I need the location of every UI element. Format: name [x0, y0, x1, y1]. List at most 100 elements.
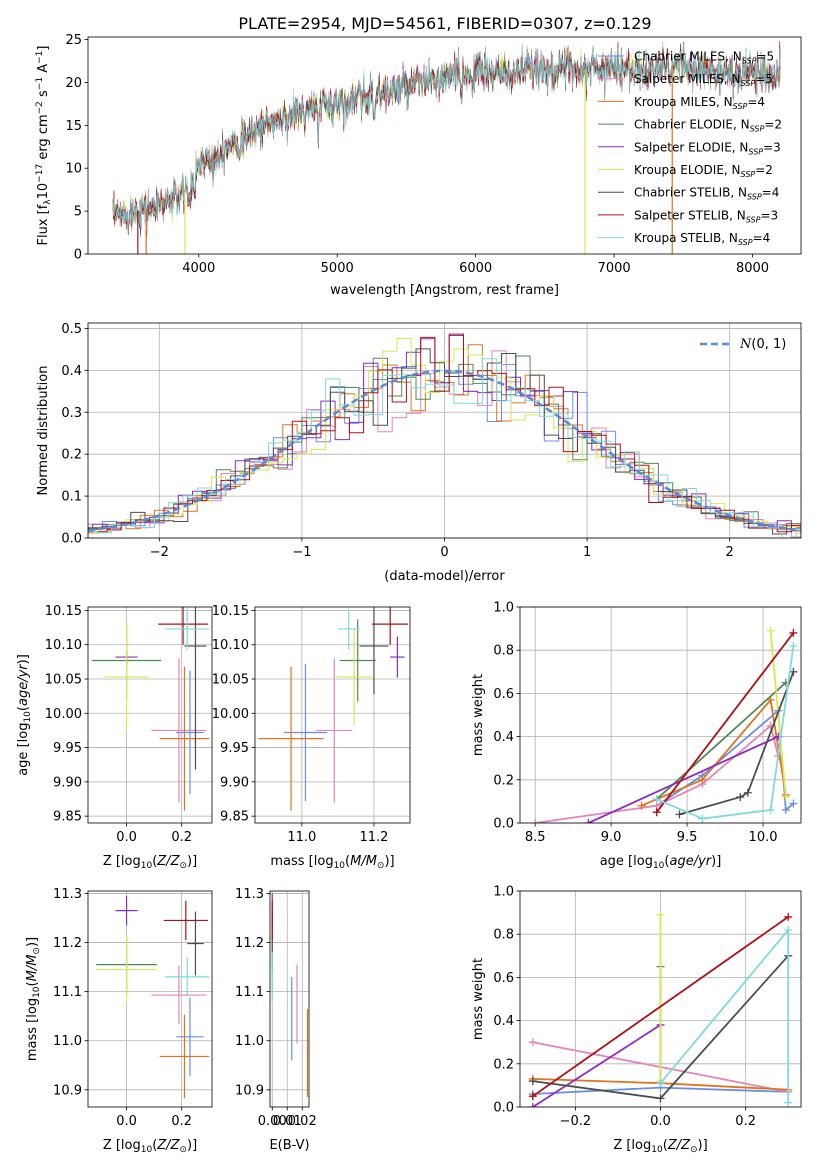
panel-age_vs_mass: 11.0 11.2 9.85 9.90 9.95 10.00 10.05 10.10 10.15… [212, 604, 411, 871]
legend-entry: Kroupa STELIB, NSSP=4 [634, 231, 770, 247]
tick-label-y: 0.0 [493, 817, 514, 832]
tick-label-y: 0.6 [493, 687, 514, 702]
legend-text: Chabrier STELIB, N [634, 186, 747, 200]
legend-symbol: N [739, 337, 752, 352]
legend-tail: =4 [753, 231, 771, 245]
label-part: Z/Z [156, 1138, 180, 1153]
tick-label-y: 10.15 [45, 604, 82, 619]
legend-sub: SSP [750, 125, 765, 134]
histogram-kroupa-stelib [88, 358, 801, 538]
axes-frame [87, 36, 802, 255]
weight-line [679, 671, 795, 816]
label-part: )] [16, 654, 31, 664]
y-axis-label: mass weight [471, 958, 486, 1040]
tick-label-y: 10 [65, 162, 82, 177]
plot-area [92, 607, 210, 811]
tick-label-y: 0.2 [493, 773, 514, 788]
tick-label-y: 0.6 [493, 971, 514, 986]
x-axis-label: Z [log10(Z/Z⊙)] [103, 1138, 197, 1155]
weight-marker [698, 814, 707, 823]
weight-marker [528, 1038, 537, 1047]
plot-area [112, 40, 781, 254]
plot-area [258, 607, 409, 811]
tick-label-y: 0 [74, 248, 82, 263]
tick-label-x: 0.0 [650, 1114, 671, 1129]
label-part: )] [187, 854, 197, 869]
label-part: ( [664, 854, 669, 869]
weight-marker [736, 793, 745, 802]
tick-label-y: 0.3 [61, 406, 82, 421]
legend-tail: =4 [762, 186, 780, 200]
legend-tail: =3 [760, 208, 778, 222]
x-axis-label: wavelength [Angstrom, rest frame] [330, 283, 559, 298]
legend-text: Salpeter STELIB, N [634, 208, 746, 222]
label-part: age [log [600, 854, 653, 869]
legend-text: Kroupa MILES, N [634, 95, 733, 109]
errorbar-chabrier-miles [283, 663, 328, 802]
x-axis-label: E(B-V) [269, 1138, 309, 1153]
panel-age_vs_Z: 0.0 0.2 9.85 9.90 9.95 10.00 10.05 10.10 10.15 Z … [16, 604, 213, 871]
label-part: 10 [23, 711, 33, 723]
tick-label-x: 6000 [459, 261, 492, 276]
panel-mass_vs_Z: 0.0 0.210.911.011.111.211.3Z [log10(Z/Z⊙)… [25, 887, 213, 1155]
label-part: −2 [35, 101, 45, 114]
errorbar-salpeter-stelib [163, 900, 208, 941]
legend-entry: Salpeter MILES, NSSP=5 [634, 72, 773, 88]
weight-marker [789, 641, 798, 650]
errorbar-kroupa-stelib [165, 957, 210, 997]
weight-series-salpeter-stelib [652, 628, 798, 817]
panel-mass_vs_ebv: 0.000.010.02 10.9 11.0 11.1 11.2 11.3 E(B-V) [235, 887, 317, 1153]
tick-label-x: 0.02 [288, 1114, 317, 1129]
weight-series-salpeter-stelib [528, 912, 793, 1101]
label-part: ] [36, 46, 51, 51]
weight-marker [781, 793, 790, 802]
tick-label-y: 10.10 [212, 638, 249, 653]
weight-marker [652, 808, 661, 817]
legend-entry: Chabrier STELIB, NSSP=4 [634, 186, 779, 202]
legend-entry: N(0, 1) [739, 337, 786, 352]
y-axis-label: mass weight [471, 674, 486, 756]
label-part: ( [16, 706, 31, 711]
errorbar-salpeter-miles [151, 965, 207, 1025]
label-part: 10 [36, 183, 51, 200]
weight-marker [743, 788, 752, 797]
label-part: −17 [35, 164, 45, 183]
grid [255, 607, 410, 823]
tick-label-y: 0.4 [493, 1014, 514, 1029]
tick-label-y: 11.0 [53, 1034, 82, 1049]
weight-marker [784, 912, 793, 921]
tick-label-y: 9.90 [220, 775, 249, 790]
label-part: −1 [35, 51, 45, 64]
tick-label-y: 10.9 [53, 1083, 82, 1098]
tick-label-y: 10.00 [45, 707, 82, 722]
tick-label-y: 9.85 [220, 810, 249, 825]
label-part: ( [663, 1138, 668, 1153]
errorbar-chabrier-stelib [187, 911, 204, 976]
tick-label-y: 0.4 [61, 364, 82, 379]
plot-area [96, 895, 210, 1099]
label-part: s [36, 90, 51, 101]
y-axis-label: age [log10(age/yr)] [16, 654, 33, 776]
tick-label-x: 0.0 [116, 1114, 137, 1129]
x-axis-label: mass [log10(M/M⊙)] [270, 854, 394, 871]
tick-label-y: 11.3 [235, 887, 264, 902]
tick-label-y: 9.85 [53, 810, 82, 825]
label-part: 10 [334, 861, 346, 871]
tick-label-y: 10.10 [45, 638, 82, 653]
label-part: Flux [f [36, 204, 51, 245]
label-part: ⊙ [179, 1145, 187, 1155]
legend-text: Kroupa STELIB, N [634, 231, 738, 245]
weight-marker [652, 795, 661, 804]
axes-frame [519, 606, 802, 824]
tick-label-x: 0.2 [171, 830, 192, 845]
legend-entry: Kroupa MILES, NSSP=4 [634, 95, 765, 111]
label-part: ( [152, 1138, 157, 1153]
legend-sub: SSP [742, 57, 757, 66]
legend-entry: Chabrier MILES, NSSP=5 [634, 50, 774, 66]
plot-area [271, 893, 309, 1098]
weight-marker [784, 1098, 793, 1107]
x-axis-label: (data-model)/error [384, 569, 505, 584]
legend-text: Salpeter ELODIE, N [634, 140, 748, 154]
weight-series-kroupa-stelib [652, 641, 798, 823]
